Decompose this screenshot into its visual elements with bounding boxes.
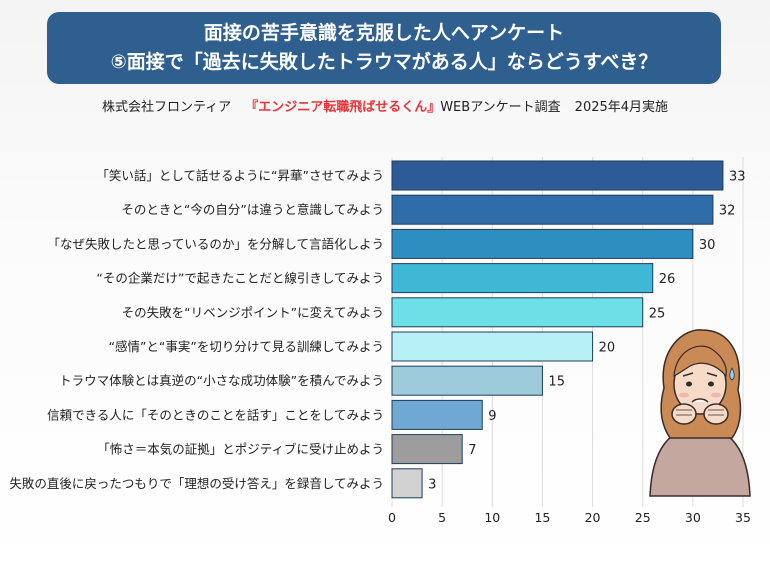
- category-label: 「なぜ失敗したと思っているのか」を分解して言語化しよう: [47, 236, 384, 251]
- bar: [391, 194, 714, 225]
- bar: [391, 228, 694, 259]
- title-banner: 面接の苦手意識を克服した人へアンケート ⑤面接で「過去に失敗したトラウマがある人…: [47, 12, 721, 84]
- x-tick-label: 15: [534, 510, 550, 525]
- category-label: 「怖さ＝本気の証拠」とポジティブに受け止めよう: [97, 442, 384, 457]
- x-tick-label: 20: [585, 510, 601, 525]
- data-label: 25: [649, 306, 666, 321]
- category-label: その失敗を“リベンジポイント”に変えてみよう: [122, 305, 384, 320]
- x-tick-label: 35: [735, 510, 751, 525]
- category-label: 失敗の直後に戻ったつもりで「理想の受け答え」を録音してみよう: [9, 476, 384, 491]
- data-label: 20: [599, 341, 616, 356]
- x-tick-label: 30: [685, 510, 701, 525]
- worried-woman-illustration: [649, 329, 751, 497]
- data-label: 26: [659, 272, 676, 287]
- data-label: 3: [428, 477, 436, 492]
- bar-chart: 「笑い話」として話せるように“昇華”させてみよう 33 そのときと“今の自分”は違う…: [9, 157, 751, 525]
- x-tick-label: 10: [484, 510, 500, 525]
- bar: [391, 468, 423, 499]
- category-label: そのときと“今の自分”は違うと意識してみよう: [121, 202, 384, 217]
- category-label: “感情”と“事実”を切り分けて見る訓練してみよう: [108, 339, 384, 354]
- category-label: トラウマ体験とは真逆の“小さな成功体験”を積んでみよう: [59, 373, 384, 388]
- data-label: 32: [719, 204, 736, 219]
- title-line-2: ⑤面接で「過去に失敗したトラウマがある人」ならどうすべき？: [110, 51, 658, 73]
- data-label: 7: [468, 443, 476, 458]
- category-label: 信頼できる人に「そのときのことを話す」ことをしてみよう: [47, 407, 384, 422]
- x-tick-label: 25: [635, 510, 651, 525]
- x-tick-label: 5: [438, 510, 446, 525]
- bar: [391, 399, 483, 430]
- bar: [391, 434, 463, 465]
- source-line: 株式会社フロンティア 『エンジニア転職飛ばせるくん』WEBアンケート調査 2025年…: [0, 96, 770, 115]
- title-line-1: 面接の苦手意識を克服した人へアンケート: [203, 22, 565, 44]
- source-date: 2025年4月実施: [574, 100, 669, 115]
- bar: [391, 365, 543, 396]
- bar: [391, 331, 594, 362]
- source-service: 『エンジニア転職飛ばせるくん』: [245, 100, 441, 115]
- bar: [391, 297, 644, 328]
- category-label: 「笑い話」として話せるように“昇華”させてみよう: [96, 168, 384, 183]
- data-label: 33: [729, 170, 746, 185]
- bar: [391, 263, 654, 294]
- source-survey: WEBアンケート調査: [440, 100, 561, 115]
- data-label: 9: [488, 409, 496, 424]
- data-label: 30: [699, 238, 716, 253]
- bar: [391, 160, 724, 191]
- category-label: “その企業だけ”で起きたことだと線引きしてみよう: [96, 271, 384, 286]
- data-label: 15: [548, 375, 565, 390]
- x-tick-label: 0: [388, 510, 396, 525]
- source-company: 株式会社フロンティア: [101, 100, 232, 115]
